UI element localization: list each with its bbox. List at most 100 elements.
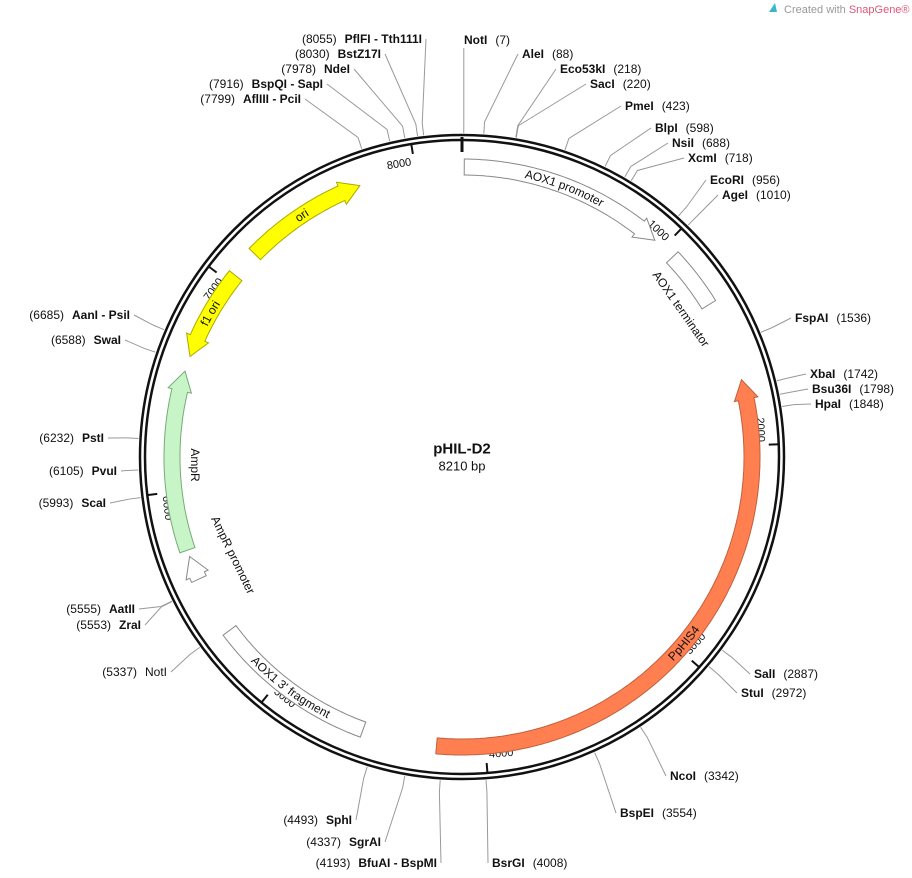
leader-line — [304, 98, 363, 150]
leader-line — [678, 179, 707, 217]
leader-line — [779, 388, 809, 395]
site-position: (688) — [702, 136, 730, 150]
site-name: NsiI — [672, 136, 694, 150]
site-position: (4008) — [533, 856, 568, 870]
leader-line — [355, 766, 368, 821]
site-name: SacI — [590, 77, 615, 91]
site-position: (7799) — [200, 92, 235, 106]
leader-line — [384, 775, 406, 843]
site-position: (7916) — [209, 77, 244, 91]
leader-line — [421, 38, 427, 136]
site-name: HpaI — [815, 397, 841, 411]
leader-line — [781, 403, 812, 407]
tick-label: 8000 — [386, 156, 412, 172]
feature-arrow — [248, 181, 361, 261]
feature-label: AOX1 promoter — [524, 167, 607, 210]
site-position: (218) — [613, 62, 641, 76]
site-position: (88) — [552, 47, 573, 61]
site-position: (2972) — [772, 686, 807, 700]
site-position: (1742) — [843, 367, 878, 381]
site-name: ScaI — [81, 496, 106, 510]
site-position: (2887) — [783, 667, 818, 681]
tick-mark — [146, 492, 158, 497]
site-name: FspAI — [795, 311, 828, 325]
plasmid-name: pHIL-D2 — [433, 441, 491, 458]
site-position: (1798) — [859, 382, 894, 396]
feature-arrow — [163, 370, 196, 554]
leader-line — [138, 600, 173, 610]
site-position: (8055) — [302, 32, 337, 46]
leader-line — [485, 780, 489, 864]
site-name: XbaI — [810, 367, 835, 381]
tick-mark — [260, 694, 269, 704]
tick-mark — [410, 142, 414, 155]
feature-label-path: ori — [292, 206, 311, 225]
site-name: XcmI — [688, 151, 717, 165]
site-name: NotI — [145, 665, 167, 679]
site-position: (4493) — [283, 813, 318, 827]
leader-line — [564, 105, 622, 150]
leader-line — [107, 437, 139, 440]
tick-mark — [207, 265, 218, 274]
site-position: (5553) — [76, 618, 111, 632]
site-position: (220) — [623, 77, 651, 91]
leader-line — [721, 649, 751, 675]
feature-arrow — [435, 378, 761, 756]
leader-line — [708, 666, 738, 694]
plasmid-length: 8210 bp — [439, 459, 486, 474]
feature-arrow — [463, 158, 656, 241]
feature-label: ori — [292, 206, 311, 225]
site-position: (956) — [752, 173, 780, 187]
site-name: BstZ17I — [338, 47, 381, 61]
site-position: (598) — [686, 121, 714, 135]
leader-line — [438, 780, 442, 864]
site-position: (6232) — [39, 431, 74, 445]
site-position: (4337) — [306, 835, 341, 849]
site-position: (4193) — [316, 856, 351, 870]
site-position: (6685) — [29, 308, 64, 322]
leader-line — [630, 157, 685, 181]
site-name: EcoRI — [710, 173, 744, 187]
site-position: (5337) — [102, 665, 137, 679]
site-name: SphI — [326, 813, 352, 827]
leader-line — [483, 53, 519, 134]
leader-line — [109, 497, 141, 504]
watermark-brand: SnapGene® — [849, 4, 910, 16]
site-position: (5555) — [66, 602, 101, 616]
site-position: (718) — [725, 151, 753, 165]
logo — [769, 3, 777, 12]
leader-line — [604, 127, 652, 167]
leader-line — [760, 317, 792, 333]
feature-label: AOX1 3' fragment — [248, 653, 333, 721]
site-position: (1536) — [836, 311, 871, 325]
watermark: Created with SnapGene® — [784, 4, 910, 16]
leader-line — [515, 68, 557, 138]
site-name: SwaI — [94, 333, 121, 347]
site-name: AatII — [109, 602, 135, 616]
site-name: BsrGI — [492, 856, 525, 870]
feature-label: AOX1 terminator — [650, 268, 713, 349]
feature-arrow — [222, 624, 367, 738]
leader-line — [624, 142, 669, 178]
site-position: (423) — [662, 99, 690, 113]
site-name: NdeI — [324, 62, 350, 76]
site-name: AflIII - PciI — [243, 92, 301, 106]
feature-arrow — [185, 269, 243, 358]
site-name: SgrAI — [349, 835, 381, 849]
feature-label-path: AOX1 promoter — [524, 167, 607, 210]
site-name: PstI — [82, 431, 104, 445]
feature-arrow — [665, 251, 717, 310]
site-name: ZraI — [119, 618, 141, 632]
tick-mark — [691, 659, 701, 669]
site-position: (7978) — [281, 62, 316, 76]
feature-label: AmpR promoter — [208, 514, 258, 596]
leader-line — [640, 727, 667, 777]
site-name: BspQI - SapI — [252, 77, 323, 91]
site-position: (3554) — [662, 806, 697, 820]
site-name: AanI - PsiI — [72, 308, 130, 322]
leader-line — [776, 373, 807, 382]
site-position: (5993) — [39, 496, 74, 510]
site-position: (6105) — [49, 464, 84, 478]
